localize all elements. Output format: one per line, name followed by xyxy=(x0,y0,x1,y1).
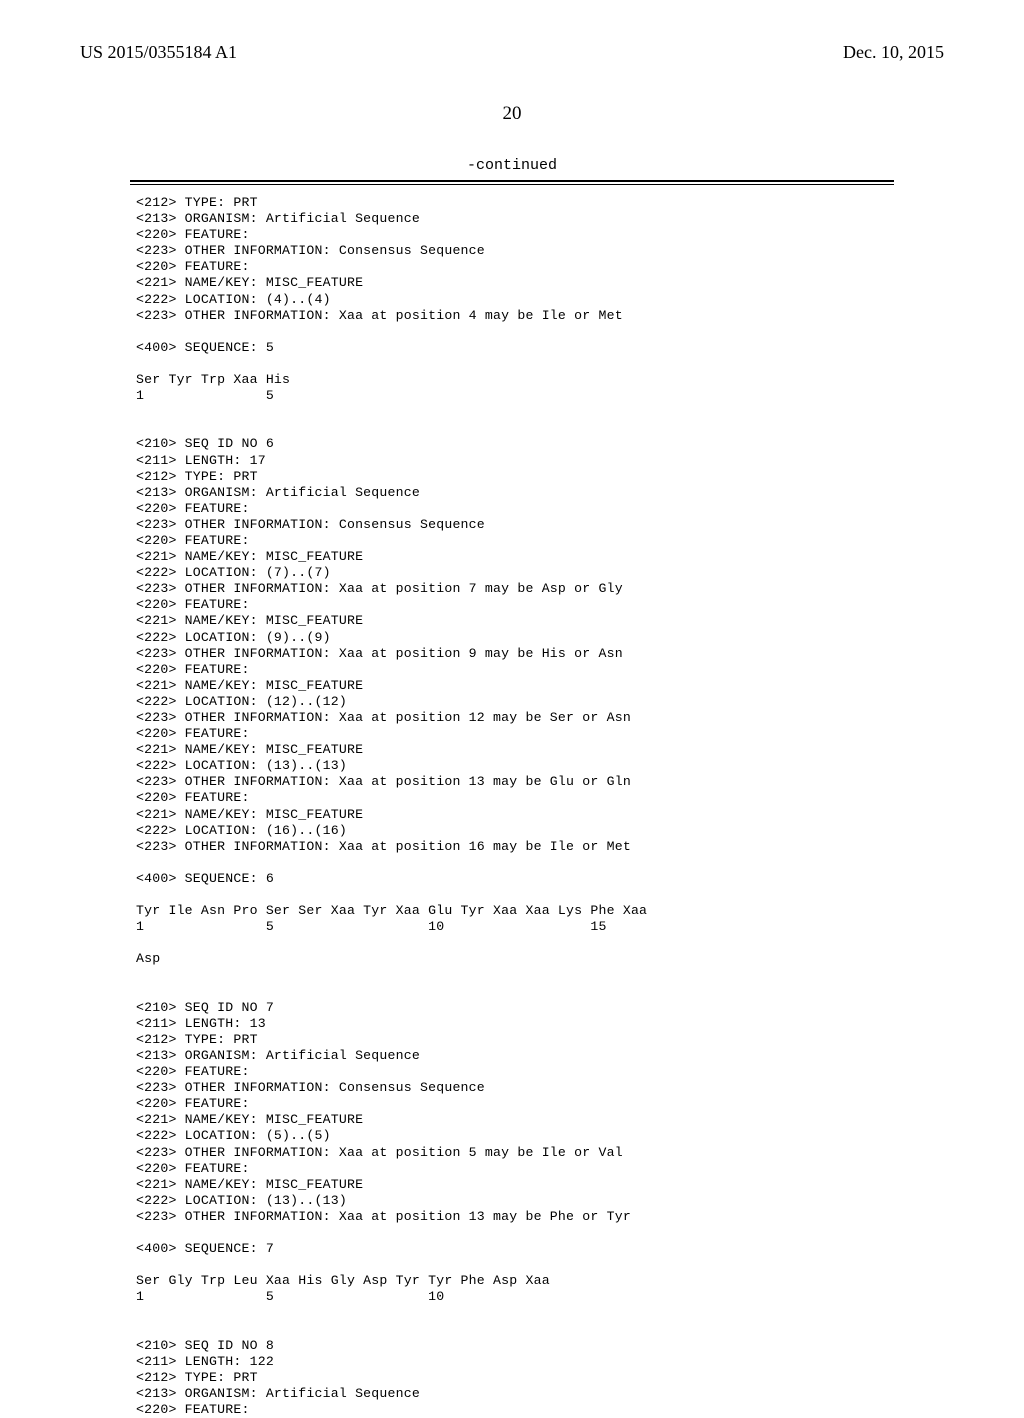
publication-date: Dec. 10, 2015 xyxy=(843,42,944,63)
page-number: 20 xyxy=(0,103,1024,125)
page-header: US 2015/0355184 A1 Dec. 10, 2015 xyxy=(0,0,1024,63)
divider-top xyxy=(130,180,894,182)
sequence-listing: <212> TYPE: PRT <213> ORGANISM: Artifici… xyxy=(136,195,1024,1418)
publication-number: US 2015/0355184 A1 xyxy=(80,42,237,63)
divider-bottom xyxy=(130,184,894,185)
continued-label: -continued xyxy=(0,157,1024,174)
